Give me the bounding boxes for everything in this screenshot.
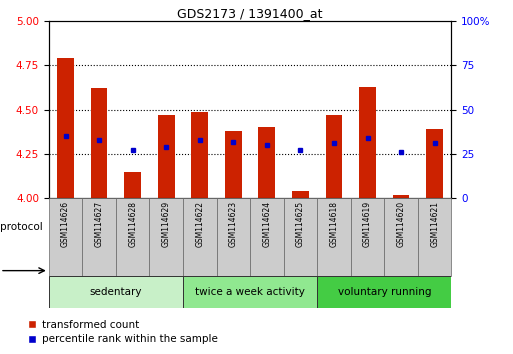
Text: voluntary running: voluntary running (338, 287, 431, 297)
Text: GSM114625: GSM114625 (296, 201, 305, 247)
Text: GSM114624: GSM114624 (262, 201, 271, 247)
Bar (259, 127, 275, 198)
Bar (250, 198, 284, 276)
Bar (426, 129, 443, 198)
Text: GSM114628: GSM114628 (128, 201, 137, 247)
Text: twice a week activity: twice a week activity (195, 287, 305, 297)
Bar (292, 191, 309, 198)
Bar (284, 198, 317, 276)
Text: protocol: protocol (0, 222, 43, 232)
Bar (317, 198, 351, 276)
Text: GSM114618: GSM114618 (329, 201, 339, 247)
Bar (326, 115, 342, 198)
Text: GSM114619: GSM114619 (363, 201, 372, 247)
Bar (91, 88, 107, 198)
Bar (393, 195, 409, 198)
Bar (384, 198, 418, 276)
Text: GSM114621: GSM114621 (430, 201, 439, 247)
Bar (124, 172, 141, 198)
Bar (216, 198, 250, 276)
Bar (158, 115, 174, 198)
Text: GSM114622: GSM114622 (195, 201, 204, 247)
Bar (116, 198, 149, 276)
Text: GSM114626: GSM114626 (61, 201, 70, 247)
Bar (57, 58, 74, 198)
Legend: transformed count, percentile rank within the sample: transformed count, percentile rank withi… (28, 320, 218, 344)
Bar (183, 198, 216, 276)
Text: GSM114627: GSM114627 (94, 201, 104, 247)
Bar (351, 198, 384, 276)
Bar (225, 131, 242, 198)
Title: GDS2173 / 1391400_at: GDS2173 / 1391400_at (177, 7, 323, 20)
Bar (183, 276, 317, 308)
Text: GSM114620: GSM114620 (397, 201, 406, 247)
Bar (149, 198, 183, 276)
Bar (49, 276, 183, 308)
Bar (49, 198, 82, 276)
Text: GSM114629: GSM114629 (162, 201, 171, 247)
Text: GSM114623: GSM114623 (229, 201, 238, 247)
Bar (359, 87, 376, 198)
Bar (82, 198, 116, 276)
Text: sedentary: sedentary (90, 287, 142, 297)
Bar (317, 276, 451, 308)
Bar (418, 198, 451, 276)
Bar (191, 112, 208, 198)
